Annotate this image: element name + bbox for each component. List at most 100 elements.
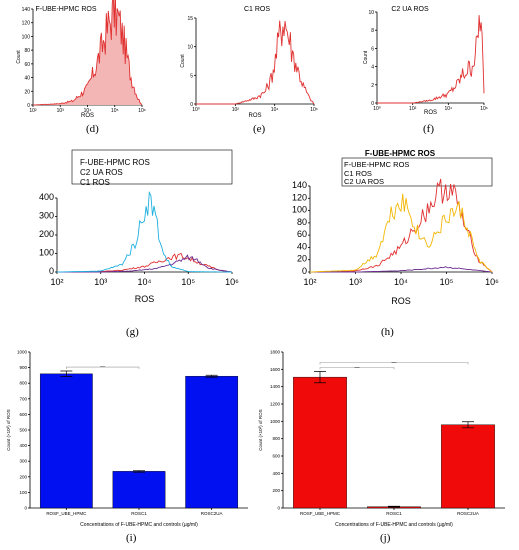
legend-entry-g-1: C2 UA ROS [80,168,123,177]
y-tick-label-i-4: 400 [19,443,27,448]
y-tick-label-i-2: 200 [19,474,27,479]
chart-title-d: F-UBE-HPMC ROS [35,6,96,13]
y-tick-label-e-2: 10 [187,45,193,51]
x-tick-label-h-4: 10⁶ [485,277,499,287]
y-tick-label-h-1: 20 [297,254,307,264]
legend-entry-g-2: C1 ROS [80,178,110,187]
x-tick-label-d-1: 10³ [57,108,65,114]
significance-bracket-i-0 [66,366,140,370]
series-line-d-0 [32,0,143,106]
y-tick-label-i-9: 900 [19,365,27,370]
y-tick-label-d-3: 60 [24,62,30,68]
y-tick-label-d-7: 140 [22,7,31,13]
y-tick-label-j-8: 1600 [270,367,281,372]
bar-i-0 [39,373,93,509]
x-tick-label-g-4: 10⁶ [225,277,239,287]
axes-e [195,18,314,105]
x-tick-label-d-2: 10⁴ [84,108,92,114]
caption-h: (h) [381,326,394,338]
x-tick-label-g-0: 10² [50,277,63,287]
y-tick-label-f-2: 4 [371,65,374,71]
legend-entry-g-0: F-UBE-HPMC ROS [80,158,150,167]
x-tick-label-j-1: ROSC1 [386,511,402,516]
axes-g [56,198,232,273]
significance-mark-j-1: — [392,360,397,366]
chart-title-h: F-UBE-HPMC ROS [365,149,436,158]
error-bar-j-1 [388,505,400,508]
x-tick-label-i-2: ROSC2UA [201,511,223,516]
caption-e: (e) [253,123,266,135]
y-tick-label-h-3: 60 [297,229,307,239]
x-tick-label-e-1: 10² [232,107,240,113]
y-tick-label-g-1: 100 [39,248,54,258]
x-tick-label-i-0: ROSF_UBE_HPMC [46,511,87,516]
y-tick-label-i-8: 800 [19,381,27,386]
y-axis-label-d: Count [16,50,22,64]
series-line-g-0 [57,252,233,273]
y-axis-label-e: Count [180,54,186,68]
y-tick-label-g-4: 400 [39,192,54,202]
y-tick-label-i-3: 300 [19,459,27,464]
y-tick-label-j-0: 0 [277,506,280,511]
y-tick-label-e-0: 0 [190,102,193,108]
y-tick-label-h-6: 120 [292,192,307,202]
significance-bracket-j-1 [319,362,469,365]
x-tick-label-f-2: 10⁴ [444,106,452,112]
x-tick-label-f-0: 10⁰ [373,106,381,112]
x-tick-label-h-1: 10³ [349,277,362,287]
caption-g: (g) [126,326,139,338]
y-tick-label-e-3: 15 [187,16,193,22]
bar-i-2 [185,375,239,509]
y-axis-label-j: Count (×10³) of ROS [258,409,263,450]
y-tick-label-h-4: 80 [297,217,307,227]
y-axis-label-f: Count [363,50,369,64]
y-tick-label-g-2: 200 [39,229,54,239]
significance-mark-j-0: — [355,365,360,371]
y-tick-label-f-5: 10 [368,10,374,16]
y-tick-label-j-1: 200 [272,488,280,493]
y-tick-label-j-2: 400 [272,471,280,476]
y-tick-label-f-0: 0 [371,101,374,107]
x-tick-label-e-2: 10⁴ [271,107,279,113]
y-tick-label-d-1: 20 [24,89,30,95]
x-tick-label-e-3: 10⁶ [310,107,318,113]
x-tick-label-g-2: 10⁴ [138,277,152,287]
x-axis-label-i: Concentrations of F-UBE-HPMC and control… [80,522,198,528]
y-tick-label-j-3: 600 [272,454,280,459]
y-axis-label-i: Count (×10³) of ROS [6,409,11,450]
series-line-h-1 [310,266,493,273]
error-bar-i-0 [60,370,73,377]
y-tick-label-h-5: 100 [292,205,307,215]
legend-box-h [341,157,493,187]
y-tick-label-i-1: 100 [19,490,27,495]
y-tick-label-f-3: 6 [371,46,374,52]
series-line-h-2 [309,193,493,273]
y-tick-label-d-2: 40 [24,76,30,82]
legend-entry-h-0: F-UBE-HPMC ROS [344,160,409,169]
caption-f: (f) [423,123,434,135]
x-tick-label-j-0: ROSF_UBE_HPMC [300,511,341,516]
x-axis-label-f: ROS [424,110,437,116]
y-tick-label-i-6: 600 [19,412,27,417]
y-tick-label-f-1: 2 [371,83,374,89]
caption-d: (d) [86,123,99,135]
y-tick-label-d-0: 0 [27,103,30,109]
caption-i: (i) [126,532,137,544]
y-tick-label-g-3: 300 [39,211,54,221]
y-tick-label-j-5: 1000 [270,419,281,424]
legend-box-g [71,149,233,185]
y-tick-label-i-10: 1000 [17,350,28,355]
legend-entry-h-2: C2 UA ROS [344,177,384,186]
bar-j-0 [293,376,347,509]
y-tick-label-e-1: 5 [190,73,193,79]
y-tick-label-d-5: 100 [22,34,31,40]
y-tick-label-h-7: 140 [292,180,307,190]
y-tick-label-i-5: 500 [19,428,27,433]
x-axis-label-d: ROS [81,113,94,119]
x-tick-label-h-0: 10² [303,277,316,287]
x-axis-label-h: ROS [391,296,411,306]
x-tick-label-i-1: ROSC1 [131,511,147,516]
error-bar-i-1 [133,470,145,473]
error-bar-j-2 [462,421,474,429]
